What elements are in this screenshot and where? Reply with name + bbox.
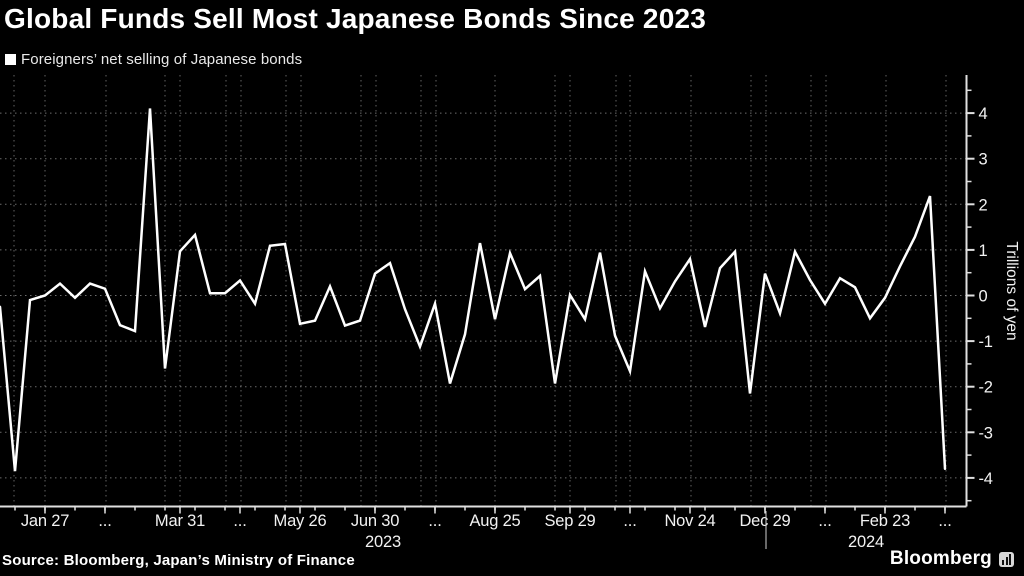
y-tick-label: 4 bbox=[979, 105, 988, 123]
h-gridlines bbox=[0, 112, 967, 479]
x-tick-label: ... bbox=[623, 512, 636, 530]
x-tick-label: ... bbox=[938, 512, 951, 530]
v-gridlines bbox=[13, 75, 947, 507]
x-axis: Jan 27... Mar 31... May 26 Jun 30... Aug 25 S… bbox=[0, 505, 967, 551]
x-tick-label: Jan 27 bbox=[21, 512, 69, 530]
x-tick-label: ... bbox=[233, 512, 246, 530]
y-tick-label: -3 bbox=[979, 424, 993, 442]
x-tick-label: Nov 24 bbox=[664, 512, 715, 530]
bloomberg-bars-icon bbox=[999, 551, 1014, 567]
x-tick-label: Dec 29 bbox=[739, 512, 790, 530]
bloomberg-logo: Bloomberg bbox=[890, 548, 1014, 570]
chart-title: Global Funds Sell Most Japanese Bonds Si… bbox=[4, 3, 707, 34]
x-tick-label: Feb 23 bbox=[860, 512, 910, 530]
year-label: 2023 bbox=[365, 533, 401, 551]
x-tick-label: ... bbox=[428, 512, 441, 530]
y-tick-label: 0 bbox=[979, 288, 988, 306]
x-tick-label: Aug 25 bbox=[469, 512, 520, 530]
y-tick-label: 1 bbox=[979, 242, 988, 260]
y-tick-label: -1 bbox=[979, 333, 993, 351]
y-axis-title: Trillions of yen bbox=[1003, 241, 1020, 340]
x-tick-label: ... bbox=[98, 512, 111, 530]
source-text: Source: Bloomberg, Japan’s Ministry of F… bbox=[2, 552, 355, 569]
series-line bbox=[0, 108, 947, 472]
y-axis: 4 3 2 1 0 -1 -2 -3 -4 Trillions of yen bbox=[965, 75, 1020, 507]
y-tick-label: -2 bbox=[979, 379, 993, 397]
bloomberg-logo-text: Bloomberg bbox=[889, 548, 992, 569]
x-tick-label: Jun 30 bbox=[351, 512, 399, 530]
x-tick-label: May 26 bbox=[274, 512, 327, 530]
y-tick-label: 2 bbox=[979, 196, 988, 214]
y-tick-label: 3 bbox=[979, 151, 988, 169]
x-tick-label: ... bbox=[818, 512, 831, 530]
x-tick-label: Mar 31 bbox=[155, 512, 205, 530]
legend: Foreigners’ net selling of Japanese bond… bbox=[5, 51, 302, 68]
x-tick-label: Sep 29 bbox=[544, 512, 595, 530]
y-tick-label: -4 bbox=[979, 470, 993, 488]
legend-label: Foreigners’ net selling of Japanese bond… bbox=[21, 51, 303, 68]
year-label: 2024 bbox=[848, 533, 884, 551]
legend-marker-swatch bbox=[5, 54, 16, 65]
